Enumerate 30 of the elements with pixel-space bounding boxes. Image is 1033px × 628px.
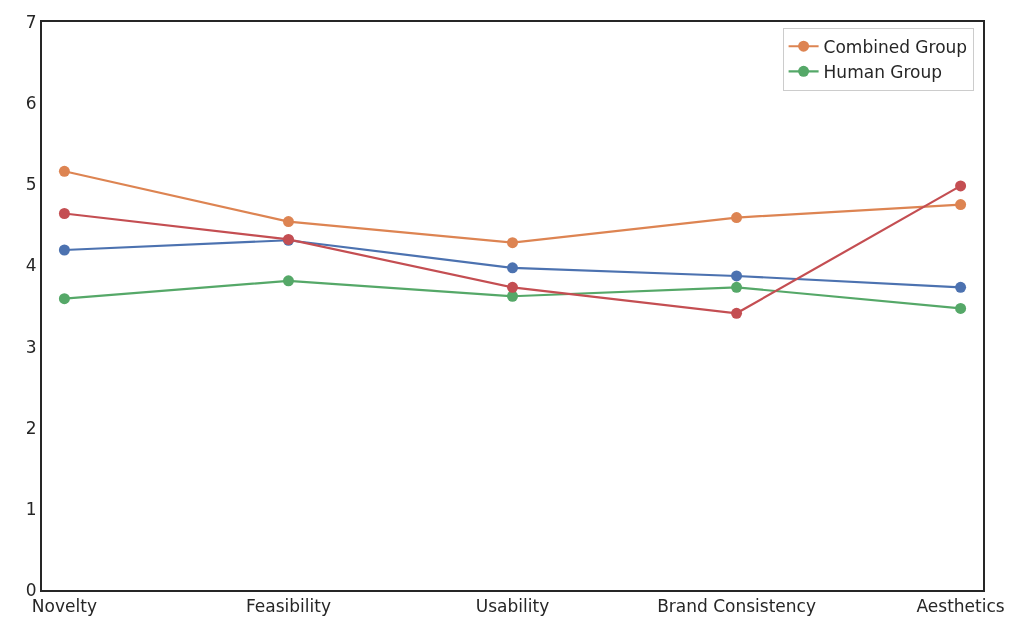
point [955,302,967,314]
y-tick-label: 3 [25,336,37,357]
point [58,165,70,177]
point [731,281,743,293]
point [731,307,743,319]
x-tick-label: Aesthetics [916,596,1005,617]
legend-label: Human Group [823,61,943,82]
x-tick-label: Usability [475,596,550,617]
legend-label: Combined Group [823,36,968,57]
point [955,180,967,192]
y-tick-label: 1 [25,498,37,519]
x-tick-label: Feasibility [245,596,331,617]
point [282,275,294,287]
y-tick-label: 2 [25,417,37,438]
point [58,244,70,256]
x-tick-label: Brand Consistency [657,596,816,617]
point [955,199,967,211]
y-tick-label: 5 [25,174,37,195]
point [507,281,518,293]
y-tick-label: 7 [25,11,37,32]
y-tick-label: 6 [25,93,37,114]
point [282,216,294,228]
point [58,208,70,219]
point [731,212,743,224]
y-tick-label: 4 [25,255,37,276]
point [955,281,967,293]
point [58,293,70,305]
point [507,237,518,249]
point [507,262,518,274]
point [731,270,743,282]
